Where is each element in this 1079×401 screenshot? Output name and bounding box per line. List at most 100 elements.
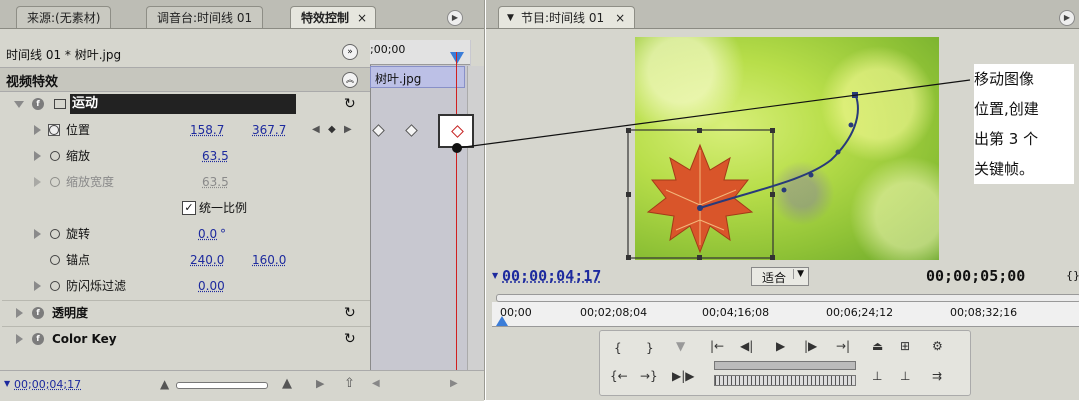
play-in-to-out-icon[interactable]: ▶|▶	[672, 369, 695, 383]
antiflicker-value[interactable]: 0.00	[198, 274, 225, 298]
expand-arrow-icon[interactable]	[34, 151, 41, 161]
go-to-out-icon[interactable]: →|	[836, 339, 850, 353]
fx-enable-icon[interactable]: f	[32, 98, 44, 110]
close-icon[interactable]: ×	[615, 7, 625, 29]
play-audio-icon[interactable]: ▶	[316, 377, 324, 390]
tab-program[interactable]: ▼ 节目:时间线 01 ×	[498, 6, 635, 28]
reset-icon[interactable]: ↻	[344, 301, 356, 325]
step-forward-icon[interactable]: |▶	[804, 339, 817, 353]
fx-enable-icon[interactable]: f	[32, 333, 44, 345]
tab-effect-controls[interactable]: 特效控制 ×	[290, 6, 376, 28]
output-settings-icon[interactable]: ⚙	[932, 339, 943, 353]
scale-width-label: 缩放宽度	[66, 170, 114, 194]
expand-arrow-icon[interactable]	[16, 308, 23, 318]
motion-path-overlay[interactable]	[626, 30, 956, 270]
timeline-zoom-bar[interactable]	[496, 294, 1079, 302]
color-key-effect-row[interactable]: f Color Key ↻	[2, 326, 372, 351]
keyframe-3-icon[interactable]	[451, 125, 464, 138]
bbox-handle[interactable]	[626, 255, 631, 260]
extract-icon[interactable]: ⊞	[900, 339, 910, 353]
add-keyframe-icon[interactable]: ◆	[328, 118, 336, 142]
path-keyframe-dot[interactable]	[782, 188, 787, 193]
step-back-icon[interactable]: ◀|	[740, 339, 753, 353]
bbox-handle[interactable]	[770, 192, 775, 197]
current-timecode[interactable]: 00;00;04;17	[502, 267, 601, 285]
go-to-next-edit-icon[interactable]: →}	[640, 369, 658, 383]
bbox-handle[interactable]	[626, 128, 631, 133]
overlay-icon[interactable]: ⊥	[900, 369, 910, 383]
playhead-marker-icon[interactable]	[496, 316, 508, 326]
timeline-start-label: ;00;00	[370, 43, 405, 56]
anchor-y-value[interactable]: 160.0	[252, 248, 286, 272]
scroll-left-icon[interactable]: ◀	[372, 378, 380, 389]
rotation-unit: °	[220, 222, 226, 246]
prev-keyframe-icon[interactable]: ◀	[312, 118, 320, 142]
position-y-value[interactable]: 367.7	[252, 118, 286, 142]
rotation-value[interactable]: 0.0	[198, 222, 217, 246]
panel-menu-icon[interactable]: ▶	[447, 10, 463, 26]
bbox-handle[interactable]	[697, 255, 702, 260]
opacity-effect-row[interactable]: f 透明度 ↻	[2, 300, 372, 325]
next-keyframe-icon[interactable]: ▶	[344, 118, 352, 142]
bbox-handle[interactable]	[770, 255, 775, 260]
bbox-handle[interactable]	[697, 128, 702, 133]
path-keyframe-dot[interactable]	[809, 173, 814, 178]
lift-icon[interactable]: ⏏	[872, 339, 883, 353]
shuttle-slider[interactable]	[714, 361, 856, 370]
expand-arrow-icon[interactable]	[34, 229, 41, 239]
path-keyframe-dot[interactable]	[697, 205, 703, 211]
path-end-keyframe[interactable]	[852, 92, 858, 98]
play-icon[interactable]: ▶	[776, 339, 785, 353]
panel-menu-icon[interactable]: ▶	[1059, 10, 1075, 26]
playhead-marker-icon[interactable]	[450, 52, 464, 64]
position-x-value[interactable]: 158.7	[190, 118, 224, 142]
fit-dropdown[interactable]: 适合 ▼	[751, 267, 809, 286]
show-hide-timeline-icon[interactable]: »	[342, 44, 358, 60]
motion-effect-row[interactable]: f 运动 ↻	[2, 92, 372, 116]
scale-value[interactable]: 63.5	[202, 144, 229, 168]
stopwatch-icon[interactable]	[50, 281, 60, 291]
expand-toggle-icon[interactable]	[14, 101, 24, 108]
annotation-line-1: 移动图像	[974, 64, 1074, 94]
collapse-up-icon[interactable]: ︽	[342, 72, 358, 88]
expand-arrow-icon[interactable]	[34, 125, 41, 135]
anchor-x-value[interactable]: 240.0	[190, 248, 224, 272]
go-to-in-icon[interactable]: |←	[710, 339, 724, 353]
jog-disk[interactable]	[714, 375, 856, 386]
reset-icon[interactable]: ↻	[344, 327, 356, 351]
trim-icon[interactable]: ⇉	[932, 369, 942, 383]
insert-icon[interactable]: ⊥	[872, 369, 882, 383]
stopwatch-icon[interactable]	[50, 151, 60, 161]
close-icon[interactable]: ×	[357, 7, 367, 29]
set-marker-icon[interactable]: ▼	[676, 339, 685, 353]
go-to-prev-edit-icon[interactable]: {←	[610, 369, 628, 383]
program-time-ruler[interactable]: 00;00 00;02;08;04 00;04;16;08 00;06;24;1…	[492, 302, 1079, 327]
zoom-slider[interactable]	[176, 382, 268, 389]
fx-enable-icon[interactable]: f	[32, 307, 44, 319]
uniform-scale-checkbox[interactable]: ✓	[182, 201, 196, 215]
uniform-scale-label: 统一比例	[199, 196, 247, 220]
mark-in-icon[interactable]: {	[614, 341, 622, 355]
stopwatch-icon[interactable]	[50, 229, 60, 239]
scale-label: 缩放	[66, 144, 90, 168]
scroll-right-icon[interactable]: ▶	[450, 378, 458, 389]
loop-icon[interactable]: ⇧	[344, 376, 355, 391]
path-keyframe-dot[interactable]	[849, 123, 854, 128]
stopwatch-icon[interactable]	[50, 255, 60, 265]
bbox-handle[interactable]	[626, 192, 631, 197]
path-keyframe-dot[interactable]	[836, 150, 841, 155]
toggle-animation-icon[interactable]	[48, 124, 60, 136]
tab-dropdown-icon[interactable]: ▼	[507, 7, 514, 29]
tab-audio-mixer[interactable]: 调音台:时间线 01	[146, 6, 263, 28]
mark-out-icon[interactable]: }	[646, 341, 654, 355]
zoom-in-icon[interactable]: ▲	[282, 376, 292, 391]
expand-arrow-icon[interactable]	[34, 281, 41, 291]
motion-label: 运动	[72, 92, 98, 116]
expand-arrow-icon[interactable]	[16, 334, 23, 344]
bbox-handle[interactable]	[770, 128, 775, 133]
clip-bar[interactable]: 树叶.jpg	[370, 66, 465, 88]
reset-icon[interactable]: ↻	[344, 92, 356, 116]
footer-timecode[interactable]: 00;00;04;17	[14, 378, 81, 391]
tab-source[interactable]: 来源:(无素材)	[16, 6, 111, 28]
zoom-out-icon[interactable]: ▲	[160, 377, 169, 391]
